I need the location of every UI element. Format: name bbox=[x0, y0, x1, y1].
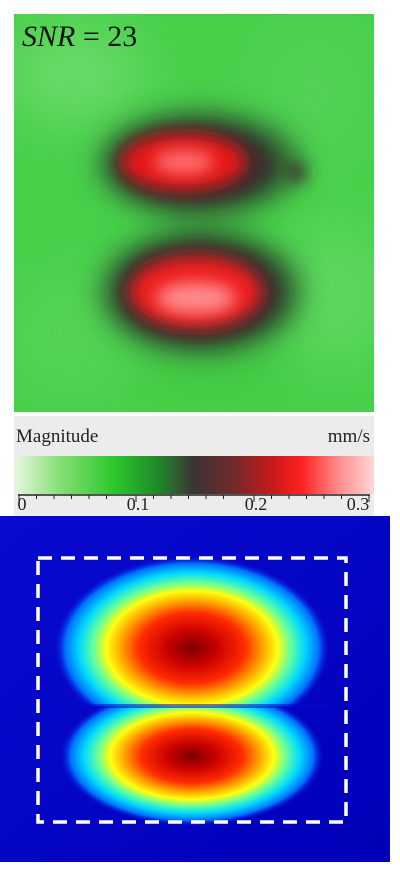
magnitude-map-panel bbox=[14, 14, 374, 412]
snr-label: SNR = 23 bbox=[22, 20, 138, 53]
colorbar-tick-2: 0.2 bbox=[244, 494, 268, 514]
simulated-map-panel bbox=[0, 516, 390, 862]
roi-dashed-box bbox=[36, 556, 348, 824]
colorbar-tick-1: 0.1 bbox=[126, 494, 150, 514]
colorbar-title: Magnitude bbox=[16, 426, 99, 447]
colorbar-unit: mm/s bbox=[327, 426, 370, 447]
colorbar-tick-0: 0 bbox=[17, 494, 27, 514]
colorbar: Magnitude mm/s 0 0.1 0.2 0.3 bbox=[14, 416, 374, 516]
colorbar-gradient bbox=[14, 456, 374, 494]
colorbar-tick-3: 0.3 bbox=[346, 494, 370, 514]
magnitude-map-image bbox=[14, 14, 374, 412]
colorbar-axis bbox=[14, 494, 374, 516]
simulated-map-image bbox=[0, 516, 390, 862]
